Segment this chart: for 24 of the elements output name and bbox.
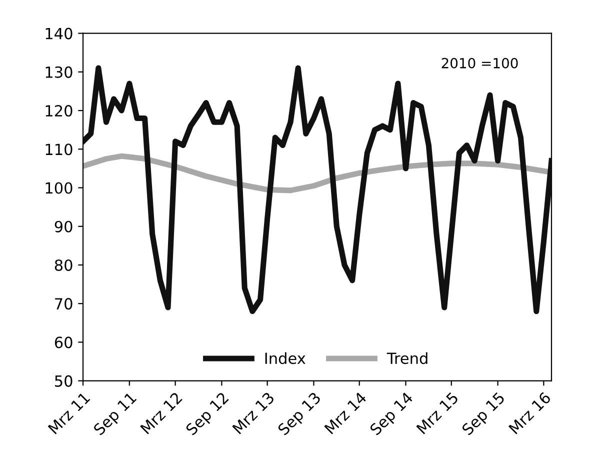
x-tick-label: Sep 12 [185,392,232,438]
y-tick-label: 140 [46,28,72,40]
x-tick-label: Sep 15 [461,392,508,438]
legend-label: Trend [386,352,428,364]
y-tick-label: 120 [46,105,72,117]
x-tick-label: Sep 13 [277,392,324,438]
y-tick-label: 100 [46,182,72,194]
x-tick-label: Mrz 11 [48,392,90,434]
legend-label: Index [265,352,306,364]
y-tick-label: 60 [54,336,72,348]
x-tick-label: Sep 11 [92,392,139,438]
x-tick-label: Mrz 12 [140,392,182,434]
y-tick-label: 50 [55,375,72,387]
y-tick-label: 110 [46,144,72,156]
x-tick-label: Sep 14 [369,391,416,438]
x-tick-label: Mrz 13 [232,392,275,434]
y-tick-label: 80 [54,259,72,271]
x-tick-label: Mrz 14 [324,391,367,434]
y-tick-label: 130 [46,66,72,78]
y-tick-label: 90 [54,220,72,232]
x-tick-label: Mrz 16 [508,391,552,434]
annotation: 2010 =100 [442,58,518,68]
y-tick-label: 70 [55,298,72,310]
x-tick-label: Mrz 15 [416,392,459,434]
